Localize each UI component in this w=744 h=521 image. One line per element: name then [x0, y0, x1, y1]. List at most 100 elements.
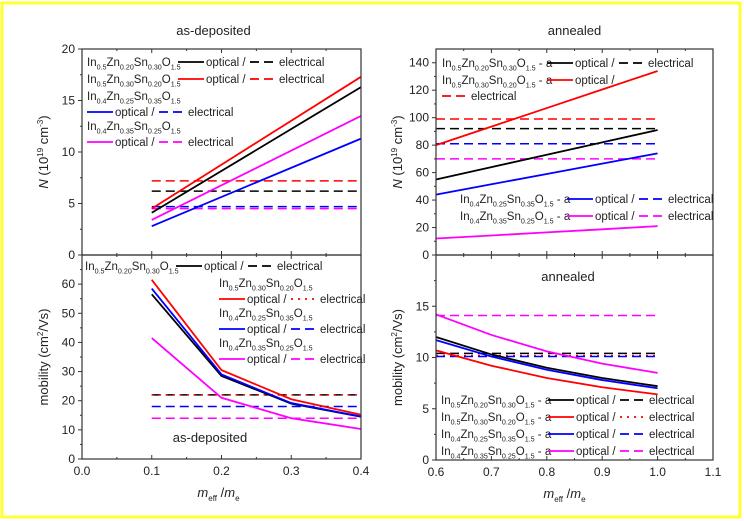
x-tick-label: 1.0 — [649, 465, 666, 479]
legend-compound-part: O — [294, 308, 303, 320]
legend-compound-part: 0.4 — [97, 97, 107, 105]
legend-compound-part: In — [460, 194, 470, 206]
y-axis-label-part: N — [390, 179, 405, 189]
legend-entry: In0.5Zn0.20Sn0.30O1.5 - a optical / electr… — [441, 395, 694, 409]
legend-compound: In0.4Zn0.35Sn0.25O1.5 — [219, 338, 313, 352]
legend-compound-part: Sn — [134, 91, 148, 103]
legend-optical-label: optical / — [115, 137, 155, 149]
legend-entry: In0.4Zn0.35Sn0.25O1.5 - a optical / electr… — [460, 211, 713, 225]
legend-entry: In0.4Zn0.25Sn0.35O1.5 - a optical / electr… — [460, 194, 713, 208]
legend-compound-part: Sn — [266, 278, 280, 290]
legend-compound-part: 0.25 — [521, 217, 535, 225]
legend-compound-part: Zn — [107, 121, 120, 133]
legend-compound-part: Sn — [507, 194, 521, 206]
y-axis-label-part: 19 — [36, 147, 45, 156]
legend-compound-part: 0.20 — [475, 64, 489, 72]
legend-compound-part: Zn — [480, 194, 493, 206]
legend-compound-part: 0.20 — [503, 81, 517, 89]
legend-compound: In0.5Zn0.30Sn0.20O1.5 - a — [441, 412, 552, 426]
legend-electrical-label: electrical — [649, 395, 694, 407]
legend-compound-part: In — [441, 412, 451, 424]
legend-compound-part: 0.5 — [97, 80, 107, 88]
optical-line-0 — [151, 86, 362, 214]
legend-compound-part: 0.4 — [229, 314, 239, 322]
legend-electrical-label: electrical — [279, 74, 324, 86]
y-tick-label: 15 — [416, 299, 430, 313]
legend-compound-part: - a — [536, 58, 553, 70]
legend-electrical-label: electrical — [648, 58, 693, 70]
legend-compound-part: In — [85, 261, 95, 273]
legend-compound-part: 0.35 — [521, 200, 535, 208]
y-axis-label-part: (10 — [390, 157, 405, 179]
optical-line-3 — [151, 115, 362, 221]
legend-entry: In0.5Zn0.30Sn0.20O1.5 optical / electrical — [219, 278, 365, 306]
legend-compound: In0.4Zn0.35Sn0.25O1.5 - a — [460, 211, 571, 225]
y-tick-label: 20 — [62, 42, 76, 56]
legend-compound-part: 1.5 — [544, 217, 554, 225]
legend-compound-part: Sn — [266, 308, 280, 320]
legend-compound-part: 0.20 — [118, 267, 132, 275]
optical-line-3 — [435, 313, 658, 374]
legend-electrical-label: electrical — [668, 211, 713, 223]
optical-line-1 — [435, 70, 658, 146]
legend-compound-part: Zn — [461, 446, 474, 458]
legend-compound-part: Sn — [488, 446, 502, 458]
legend-compound-part: 0.4 — [470, 200, 480, 208]
optical-line-2 — [435, 339, 658, 390]
legend-entry: In0.4Zn0.35Sn0.25O1.5 optical / electrical — [219, 338, 365, 366]
legend-compound-part: 0.25 — [148, 127, 162, 135]
legend-compound-part: 0.5 — [95, 267, 105, 275]
y-tick-label: 50 — [62, 306, 76, 320]
legend-compound-part: 1.5 — [303, 314, 313, 322]
legend-compound-part: 0.35 — [252, 344, 266, 352]
y-axis-label-part: mobility (cm — [36, 336, 51, 405]
legend-compound-part: In — [219, 278, 229, 290]
legend-optical-label: optical / — [247, 324, 287, 336]
legend-compound-part: - a — [554, 194, 571, 206]
legend-entry: In0.5Zn0.20Sn0.30O1.5 - a optical / electr… — [442, 58, 693, 72]
legend-compound-part: 0.30 — [252, 284, 266, 292]
legend-compound-part: In — [219, 338, 229, 350]
legend-compound-part: Zn — [462, 58, 475, 70]
legend-compound-part: 1.5 — [171, 127, 181, 135]
legend-entry: In0.5Zn0.30Sn0.20O1.5 optical / electrical — [87, 74, 324, 88]
optical-line-0 — [435, 336, 658, 388]
legend-compound-part: O — [162, 91, 171, 103]
legend-compound: In0.4Zn0.25Sn0.35O1.5 - a — [441, 429, 552, 443]
x-axis-label-part: m — [543, 486, 554, 501]
x-tick-label: 0.4 — [353, 464, 370, 478]
legend-compound-part: 0.20 — [502, 418, 516, 426]
legend-compound-part: 0.25 — [280, 344, 294, 352]
legend-compound-part: Zn — [107, 91, 120, 103]
legend-compound-part: Sn — [134, 74, 148, 86]
x-axis-label-part: e — [581, 495, 586, 504]
y-tick-label: 0 — [422, 453, 429, 467]
y-tick-label: 140 — [409, 56, 429, 70]
x-tick-label: 0.9 — [594, 465, 611, 479]
legend-compound-part: 0.35 — [148, 97, 162, 105]
y-tick-label: 0 — [68, 452, 75, 466]
legend-compound-part: 0.20 — [148, 80, 162, 88]
legend-compound-part: 0.30 — [120, 80, 134, 88]
legend-compound-part: 0.20 — [280, 284, 294, 292]
legend-optical-label: optical / — [576, 429, 616, 441]
plot-frame — [435, 254, 714, 461]
legend-compound-part: O — [517, 58, 526, 70]
legend-compound-part: 0.30 — [502, 401, 516, 409]
legend-compound-part: 0.35 — [493, 217, 507, 225]
legend-compound-part: 0.5 — [451, 418, 461, 426]
legend-entry: In0.5Zn0.20Sn0.30O1.5 optical / electrical — [87, 57, 324, 71]
legend-compound-part: In — [442, 75, 452, 87]
optical-line-3 — [151, 337, 362, 430]
legend-compound-part: In — [87, 91, 97, 103]
legend-compound: In0.4Zn0.35Sn0.25O1.5 — [87, 121, 181, 135]
legend-compound: In0.5Zn0.20Sn0.30O1.5 — [87, 57, 181, 71]
legend-compound-part: O — [160, 261, 169, 273]
y-tick-label: 60 — [62, 277, 76, 291]
legend-optical-label: optical / — [247, 354, 287, 366]
legend-compound-part: 0.25 — [502, 452, 516, 460]
legend-compound-part: O — [294, 338, 303, 350]
